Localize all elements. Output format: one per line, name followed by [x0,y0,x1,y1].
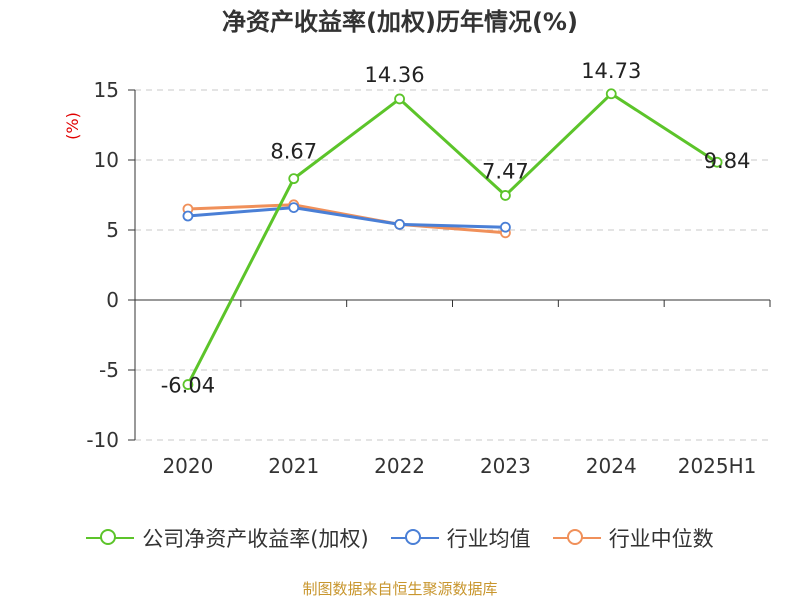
legend-item-company-roe[interactable]: 公司净资产收益率(加权) [86,523,369,553]
chart-legend: 公司净资产收益率(加权) 行业均值 行业中位数 [0,520,800,556]
legend-item-industry-median[interactable]: 行业中位数 [552,523,714,553]
data-point [182,210,194,222]
y-tick-label: 15 [94,78,119,102]
x-tick-label: 2024 [586,454,637,478]
data-point [288,202,300,214]
x-tick-label: 2021 [268,454,319,478]
y-tick-label: 5 [106,218,119,242]
legend-label-company-roe: 公司净资产收益率(加权) [142,527,369,551]
y-tick-label: -10 [86,428,119,452]
line-chart: -10 -5 0 5 10 15 2020 2021 2022 2023 2024 2025H1 (%)… [63,59,771,478]
chart-title: 净资产收益率(加权)历年情况(%) [222,8,578,36]
data-point [500,190,511,201]
data-label: -6.04 [161,374,215,398]
data-label: 14.73 [581,59,641,83]
data-point [500,221,511,233]
data-point [605,88,617,100]
y-tick-label: 10 [94,148,119,172]
y-tick-label: 0 [106,288,119,312]
legend-marker-industry-median [552,527,601,549]
data-point [288,173,300,185]
data-label: 14.36 [365,63,425,87]
legend-label-industry-mean: 行业均值 [446,527,531,551]
legend-marker-company-roe [86,527,135,549]
series-line [187,206,506,229]
data-label: 9.84 [704,149,751,173]
legend-label-industry-median: 行业中位数 [608,527,714,551]
data-point [394,218,405,230]
x-tick-label: 2023 [480,454,531,478]
x-tick-label: 2025H1 [678,454,757,478]
data-point [711,156,723,168]
data-point [394,93,405,105]
legend-item-industry-mean[interactable]: 行业均值 [390,523,531,553]
data-source-note: 制图数据来自恒生聚源数据库 [302,580,498,598]
x-tick-label: 2022 [374,454,425,478]
y-tick-label: -5 [99,358,119,382]
series-line [186,92,718,386]
data-label: 8.67 [270,140,317,164]
series-line [187,203,506,235]
y-axis-label: (%) [63,112,82,140]
data-point [182,379,194,390]
x-tick-label: 2020 [162,454,213,478]
data-label: 7.47 [482,159,529,183]
legend-marker-industry-mean [390,527,439,549]
